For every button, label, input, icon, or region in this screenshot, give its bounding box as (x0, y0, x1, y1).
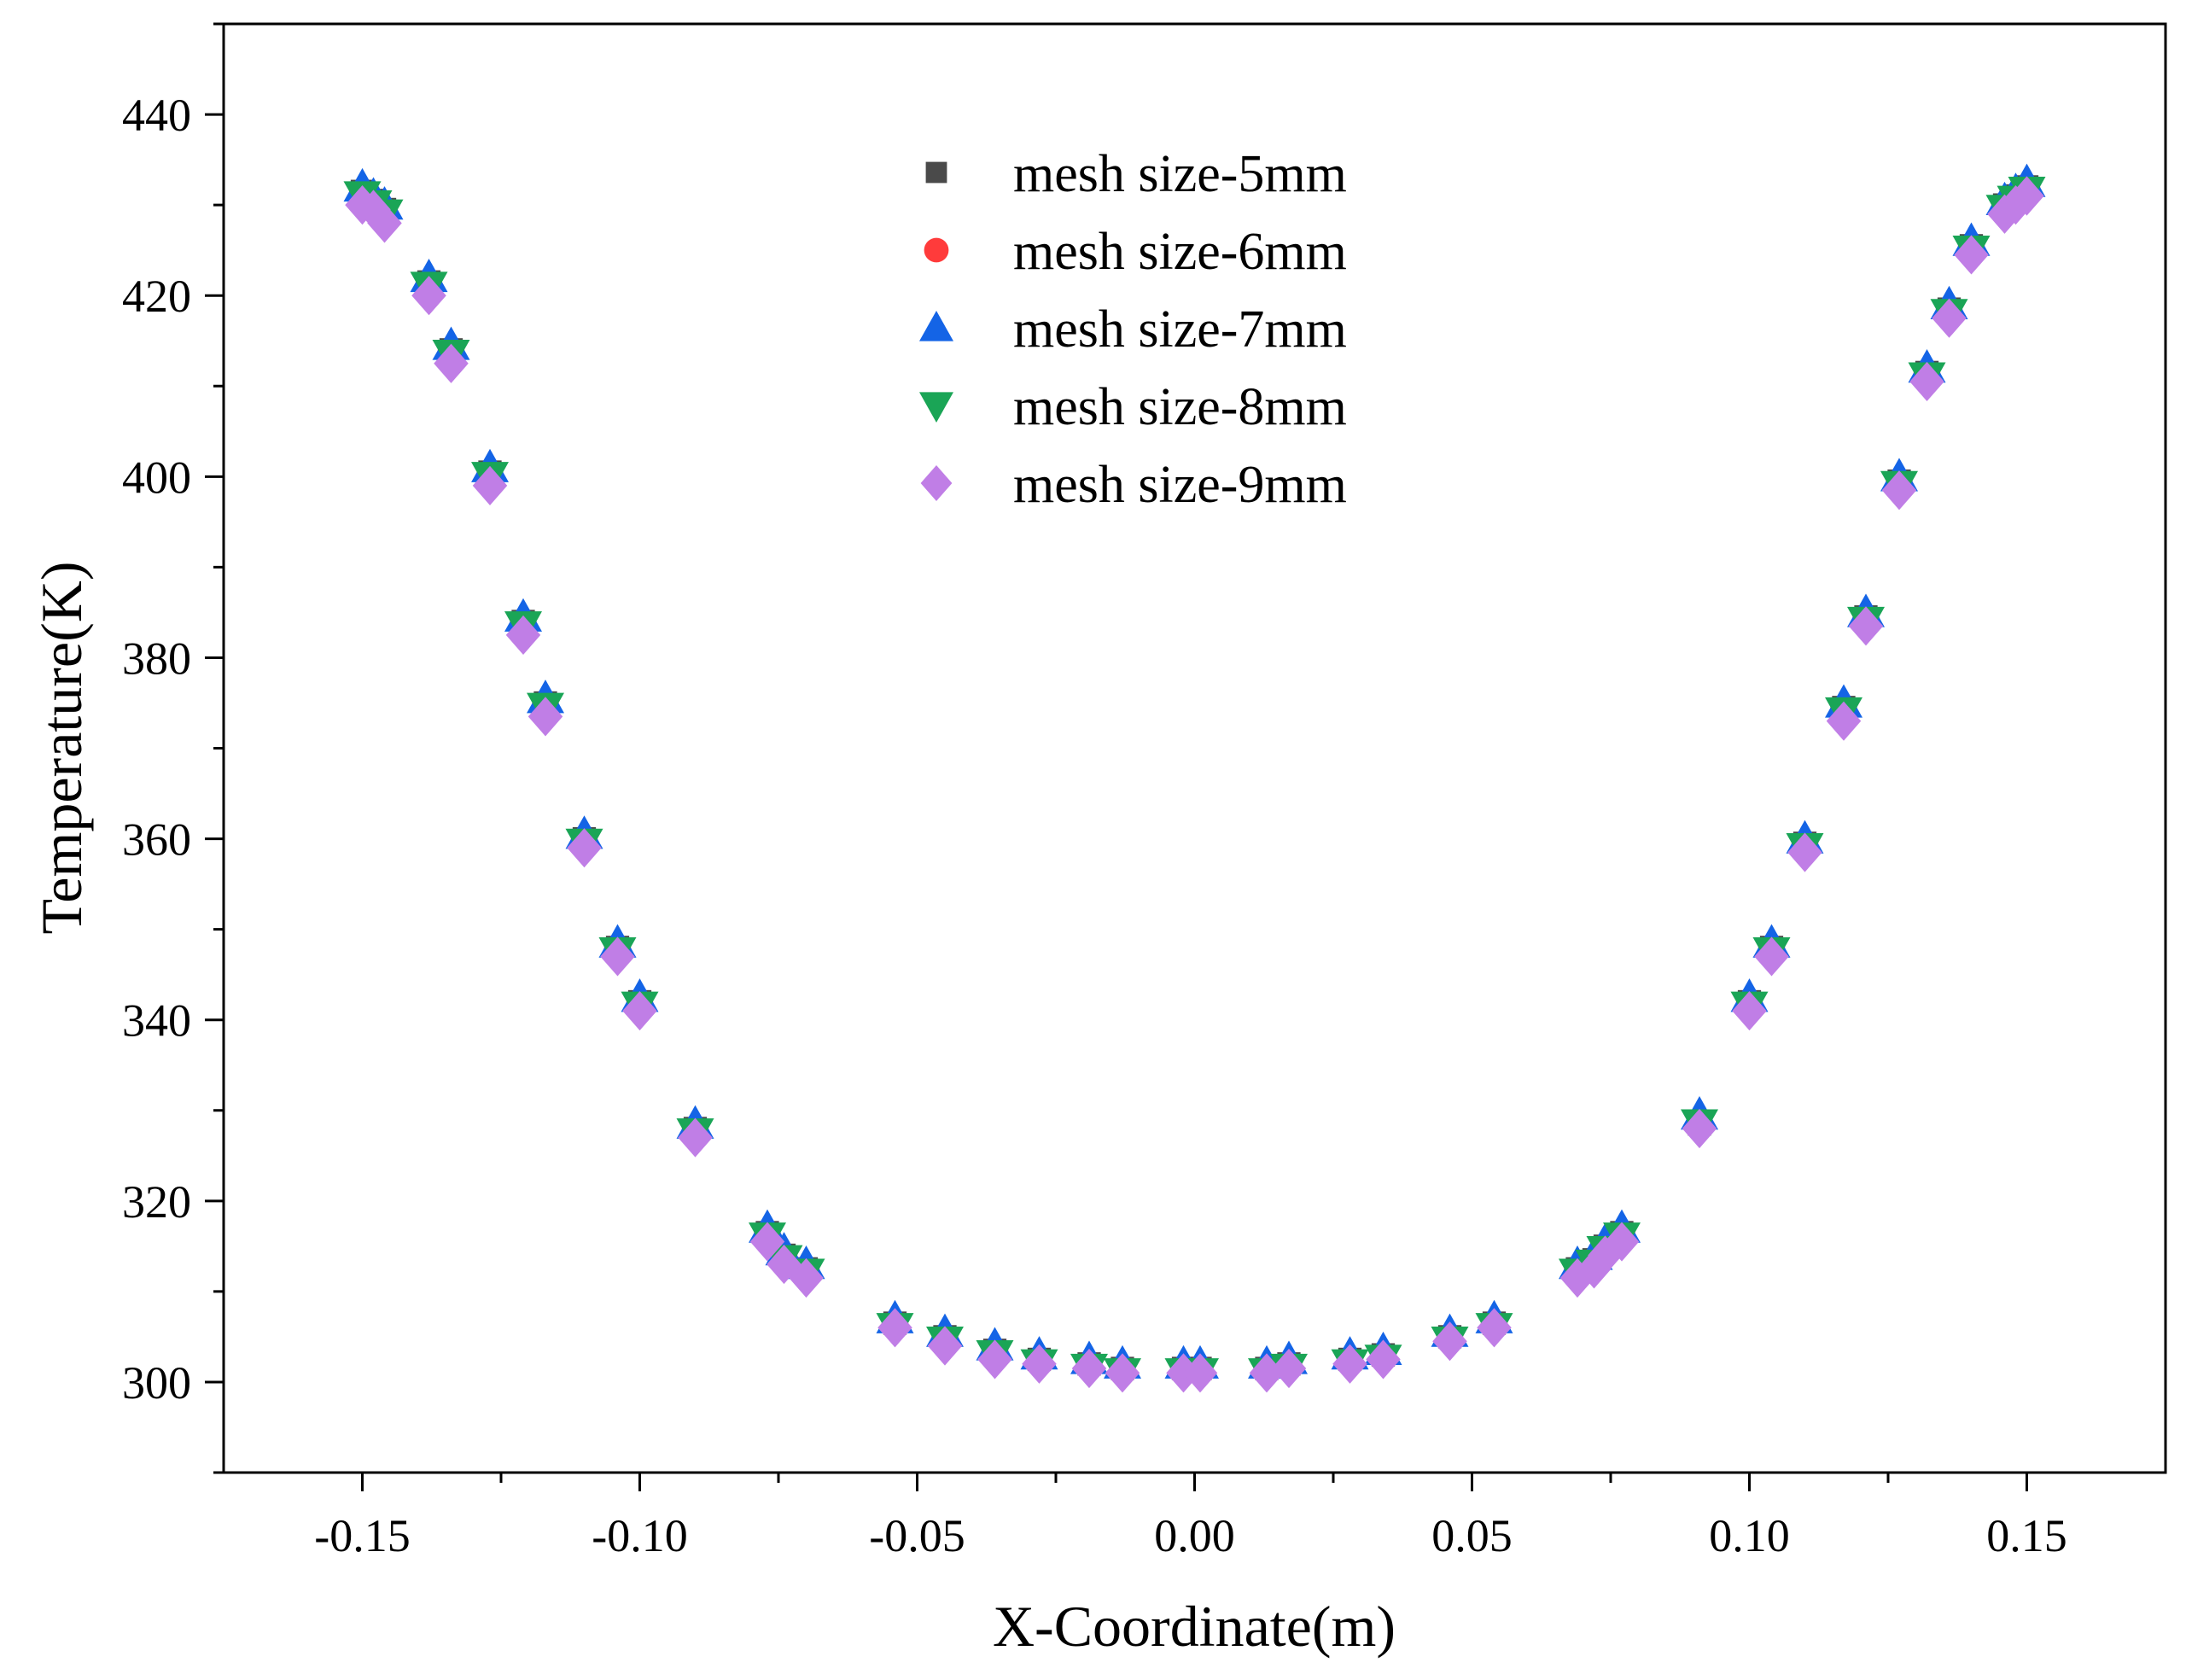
y-axis-title: Temperature(K) (29, 562, 94, 935)
data-point (1022, 1344, 1057, 1384)
data-point (1787, 832, 1822, 872)
data-point (977, 1339, 1012, 1380)
x-tick-label: 0.00 (1154, 1510, 1235, 1561)
data-point (505, 615, 541, 656)
x-tick-label: -0.15 (314, 1510, 410, 1561)
data-point (434, 343, 469, 383)
data-point (1987, 194, 2022, 234)
legend-item: mesh size-8mm (919, 378, 1347, 436)
data-point (1249, 1353, 1285, 1393)
data-point (1105, 1353, 1140, 1393)
legend-item: mesh size-5mm (925, 145, 1347, 203)
data-point (1577, 1249, 1612, 1289)
legend-label: mesh size-9mm (1013, 456, 1347, 514)
data-point (1848, 606, 1884, 646)
y-tick-label: 380 (122, 633, 191, 684)
data-point (528, 697, 563, 737)
data-point (1881, 470, 1917, 510)
data-point (472, 465, 508, 506)
data-point (1271, 1348, 1307, 1389)
data-point (622, 990, 657, 1031)
data-point (1604, 1222, 1640, 1262)
data-point (1909, 361, 1944, 402)
data-point (749, 1222, 785, 1262)
tick-labels: -0.15 -0.10 -0.05 0.00 0.05 0.10 0.15 300 320 340… (122, 90, 2067, 1561)
data-point (1826, 701, 1862, 741)
x-tick-label: -0.10 (592, 1510, 687, 1561)
data-point (789, 1257, 824, 1298)
series-5 (345, 176, 2044, 1393)
x-tick-label: 0.10 (1709, 1510, 1790, 1561)
data-point (356, 190, 391, 230)
y-tick-label: 440 (122, 90, 191, 141)
data-point (1998, 185, 2033, 225)
data-point (2009, 176, 2044, 216)
data-points (343, 163, 2046, 1393)
y-tick-label: 300 (122, 1357, 191, 1409)
legend-item: mesh size-7mm (919, 300, 1347, 359)
data-point (367, 203, 402, 243)
legend-marker (919, 392, 953, 423)
x-tick-label: 0.15 (1986, 1510, 2067, 1561)
legend-label: mesh size-8mm (1013, 378, 1347, 436)
plot-frame (222, 22, 2167, 1474)
legend-item: mesh size-6mm (924, 223, 1347, 281)
data-point (1432, 1321, 1467, 1362)
legend-label: mesh size-7mm (1013, 300, 1347, 359)
data-point (1477, 1308, 1512, 1348)
x-axis-title: X-Coordinate(m) (993, 1594, 1396, 1659)
data-point (600, 936, 635, 977)
data-point (877, 1308, 912, 1348)
y-tick-label: 400 (122, 452, 191, 503)
legend-marker (924, 237, 949, 263)
data-point (1732, 990, 1767, 1031)
y-tick-label: 340 (122, 995, 191, 1047)
data-point (567, 828, 602, 868)
data-point (1182, 1353, 1218, 1393)
legend-item: mesh size-9mm (920, 456, 1347, 514)
data-point (1332, 1344, 1367, 1384)
legend-label: mesh size-6mm (1013, 223, 1347, 281)
legend: mesh size-5mm mesh size-6mm mesh size-7mm m… (919, 145, 1347, 514)
y-tick-label: 320 (122, 1176, 191, 1228)
data-point (1932, 298, 1967, 338)
y-tick-label: 420 (122, 271, 191, 322)
data-point (1366, 1339, 1401, 1380)
data-point (927, 1326, 963, 1366)
data-point (1682, 1108, 1717, 1149)
data-point (1071, 1348, 1107, 1389)
data-point (1954, 235, 1989, 275)
y-tick-label: 360 (122, 814, 191, 866)
legend-marker (919, 311, 953, 341)
x-tick-label: -0.05 (869, 1510, 965, 1561)
data-point (1754, 936, 1789, 977)
x-tick-label: 0.05 (1431, 1510, 1513, 1561)
legend-label: mesh size-5mm (1013, 145, 1347, 203)
data-point (678, 1117, 713, 1158)
legend-marker (920, 465, 953, 501)
data-point (411, 276, 446, 316)
legend-marker (925, 161, 947, 184)
axis-ticks (205, 22, 2028, 1491)
